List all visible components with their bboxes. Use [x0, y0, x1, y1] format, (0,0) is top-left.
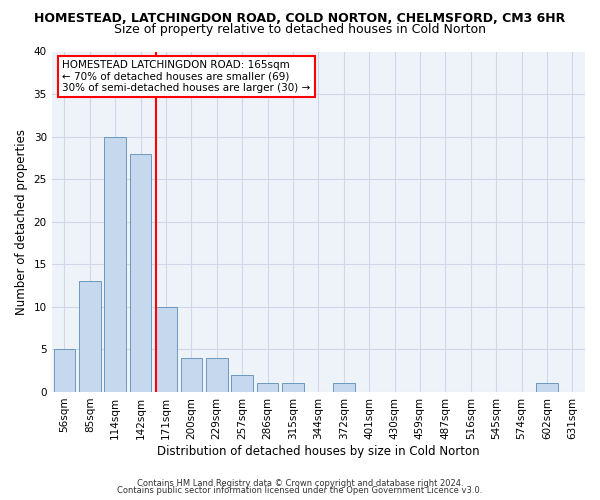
Text: Size of property relative to detached houses in Cold Norton: Size of property relative to detached ho… — [114, 22, 486, 36]
Bar — [181, 358, 202, 392]
Bar — [155, 307, 177, 392]
Bar — [536, 384, 557, 392]
Bar — [130, 154, 151, 392]
Text: HOMESTEAD, LATCHINGDON ROAD, COLD NORTON, CHELMSFORD, CM3 6HR: HOMESTEAD, LATCHINGDON ROAD, COLD NORTON… — [34, 12, 566, 26]
Y-axis label: Number of detached properties: Number of detached properties — [15, 128, 28, 314]
Bar — [206, 358, 227, 392]
Text: Contains public sector information licensed under the Open Government Licence v3: Contains public sector information licen… — [118, 486, 482, 495]
Bar — [282, 384, 304, 392]
Bar — [232, 375, 253, 392]
X-axis label: Distribution of detached houses by size in Cold Norton: Distribution of detached houses by size … — [157, 444, 479, 458]
Bar — [79, 282, 101, 392]
Bar — [333, 384, 355, 392]
Text: Contains HM Land Registry data © Crown copyright and database right 2024.: Contains HM Land Registry data © Crown c… — [137, 478, 463, 488]
Bar — [104, 136, 126, 392]
Text: HOMESTEAD LATCHINGDON ROAD: 165sqm
← 70% of detached houses are smaller (69)
30%: HOMESTEAD LATCHINGDON ROAD: 165sqm ← 70%… — [62, 60, 311, 93]
Bar — [257, 384, 278, 392]
Bar — [53, 350, 75, 392]
